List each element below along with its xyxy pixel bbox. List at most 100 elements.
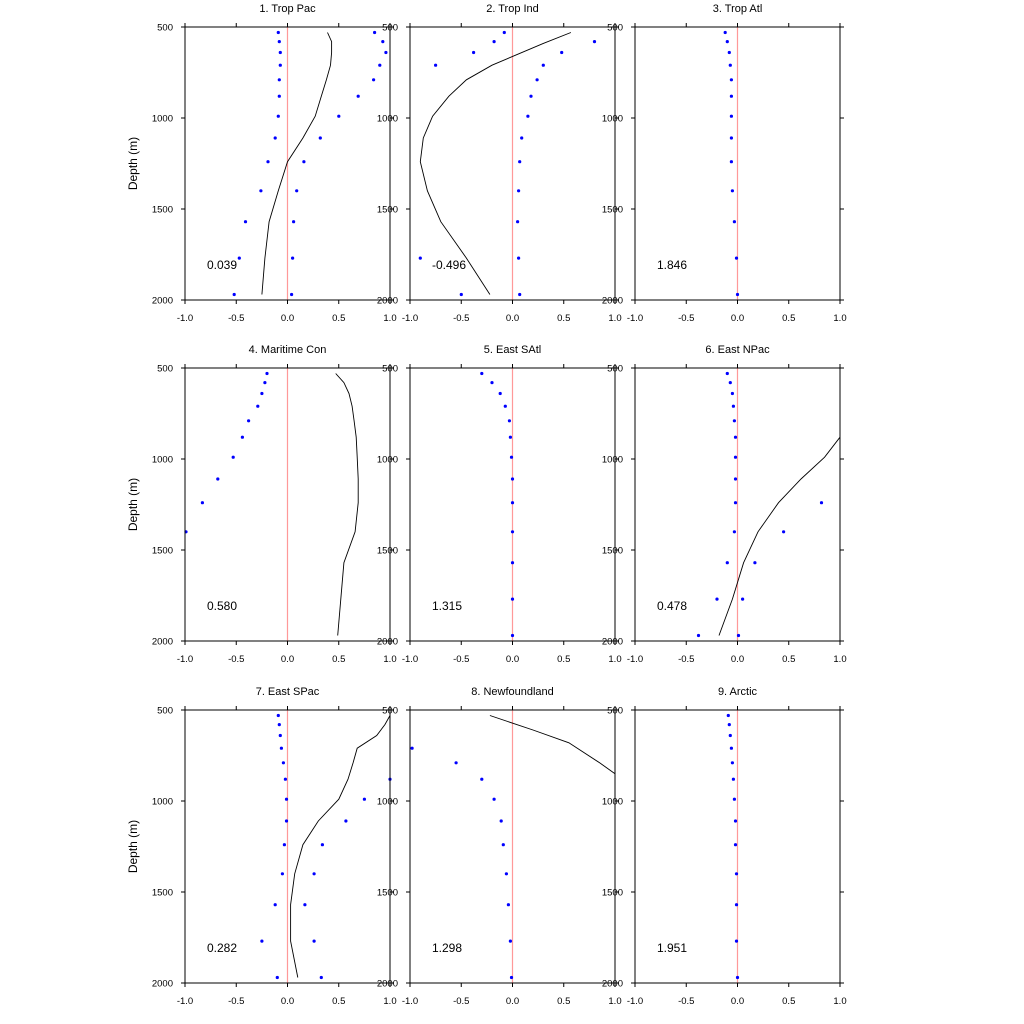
data-point <box>410 746 414 750</box>
x-tick-label: -0.5 <box>228 996 244 1007</box>
data-point <box>232 292 236 297</box>
data-point <box>736 633 741 638</box>
data-point <box>730 391 735 396</box>
panel-title: 6. East NPac <box>705 344 770 356</box>
y-tick-label: 1500 <box>152 546 173 557</box>
data-point <box>508 939 512 943</box>
data-point <box>454 761 458 765</box>
x-tick-label: -1.0 <box>402 313 418 324</box>
x-tick-label: 0.5 <box>332 654 345 665</box>
data-point <box>733 455 738 459</box>
data-point <box>535 78 539 82</box>
data-point <box>507 419 511 423</box>
data-point <box>727 50 731 55</box>
panel-8: -1.0 -0.5 0.0 0.5 1.0 500 1000 1500 2000 8. Newfo… <box>377 686 622 1007</box>
data-point <box>276 713 280 718</box>
data-point <box>291 256 295 260</box>
data-point <box>480 371 484 376</box>
data-point <box>560 50 564 55</box>
data-point <box>283 777 287 781</box>
data-point <box>265 371 269 376</box>
data-point <box>273 136 277 140</box>
data-point <box>260 391 264 396</box>
data-point <box>729 160 734 164</box>
data-point <box>237 256 241 260</box>
y-tick-label: 500 <box>157 23 173 34</box>
data-point <box>725 40 729 44</box>
data-point <box>278 733 282 738</box>
data-point <box>290 292 294 297</box>
y-tick-label: 1500 <box>152 888 173 899</box>
data-point <box>273 903 277 907</box>
data-point <box>492 797 496 801</box>
data-point <box>490 381 494 385</box>
x-tick-label: 1.0 <box>608 996 621 1007</box>
data-point <box>509 975 514 980</box>
data-point <box>284 819 289 823</box>
data-point <box>729 114 734 118</box>
data-point <box>715 597 719 601</box>
x-tick-label: 0.0 <box>731 654 744 665</box>
panel-4: -1.0 -0.5 0.0 0.5 1.0 500 1000 1500 2000 4. Marit… <box>126 344 397 665</box>
panel-stat-value: 1.951 <box>657 941 687 955</box>
x-tick-label: -0.5 <box>678 654 694 665</box>
y-tick-label: 1000 <box>602 114 623 125</box>
x-tick-label: 1.0 <box>383 996 396 1007</box>
y-axis-label: Depth (m) <box>126 478 140 531</box>
data-point <box>280 872 284 876</box>
data-point <box>434 63 438 67</box>
panel-stat-value: -0.496 <box>432 258 466 272</box>
panel-title: 4. Maritime Con <box>249 344 327 356</box>
x-tick-label: -0.5 <box>453 654 469 665</box>
data-point <box>728 733 732 738</box>
data-point <box>734 872 739 876</box>
y-tick-label: 500 <box>382 706 398 717</box>
data-point <box>240 435 244 439</box>
x-tick-label: 0.5 <box>782 654 795 665</box>
x-tick-label: 0.0 <box>281 654 294 665</box>
data-point <box>319 975 323 980</box>
data-point <box>372 78 376 82</box>
data-point <box>263 381 267 385</box>
y-tick-label: 1500 <box>152 205 173 216</box>
y-axis-label: Depth (m) <box>126 137 140 190</box>
curve-line <box>290 715 391 978</box>
data-point <box>480 777 484 781</box>
y-tick-label: 500 <box>607 23 623 34</box>
curve-line <box>419 32 572 295</box>
x-tick-label: -0.5 <box>228 313 244 324</box>
data-point <box>281 761 285 765</box>
data-point <box>492 40 496 44</box>
curve-line <box>718 436 841 636</box>
y-tick-label: 2000 <box>152 637 173 648</box>
data-point <box>509 455 514 459</box>
data-point <box>734 256 739 260</box>
data-point <box>498 391 502 396</box>
data-point <box>510 597 515 601</box>
data-point <box>728 63 732 67</box>
data-point <box>381 40 385 44</box>
x-tick-label: 0.0 <box>281 313 294 324</box>
data-point <box>541 63 545 67</box>
data-point <box>517 256 521 260</box>
data-point <box>510 633 515 638</box>
data-point <box>506 903 510 907</box>
y-tick-label: 2000 <box>602 637 623 648</box>
panel-stat-value: 0.039 <box>207 258 237 272</box>
y-tick-label: 500 <box>607 364 623 375</box>
y-tick-label: 2000 <box>152 979 173 990</box>
x-tick-label: -1.0 <box>402 654 418 665</box>
data-point <box>295 189 299 193</box>
data-point <box>730 189 735 193</box>
data-point <box>344 819 348 823</box>
data-point <box>510 501 515 505</box>
data-point <box>520 136 524 140</box>
y-tick-label: 1500 <box>377 546 398 557</box>
data-point <box>243 220 248 224</box>
data-point <box>725 371 729 376</box>
x-tick-label: 1.0 <box>383 654 396 665</box>
x-tick-label: 0.5 <box>332 313 345 324</box>
panel-title: 5. East SAtl <box>484 344 541 356</box>
data-point <box>278 50 282 55</box>
